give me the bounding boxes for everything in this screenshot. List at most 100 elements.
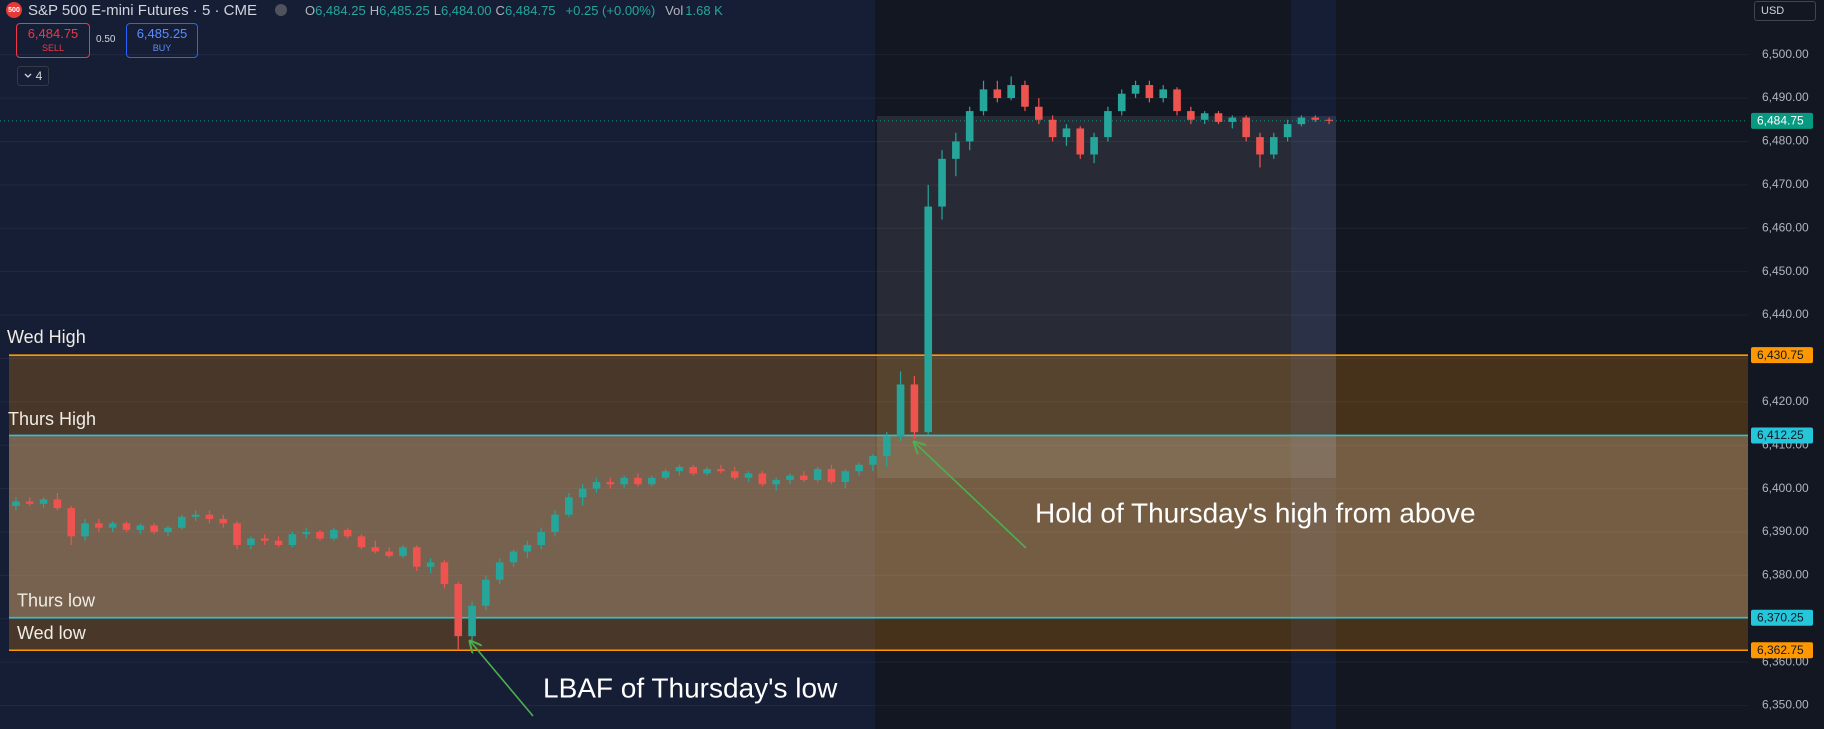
y-tick-label: 6,490.00 <box>1762 90 1809 104</box>
candle-body <box>81 523 89 537</box>
candle-body <box>647 477 656 485</box>
level-name: Wed High <box>7 327 86 347</box>
candle-body <box>1159 89 1168 99</box>
candle-body <box>122 523 131 530</box>
candle-body <box>689 466 698 474</box>
annotation: Hold of Thursday's high from above <box>1035 497 1476 528</box>
candle-body <box>592 482 601 489</box>
price-tag <box>1751 112 1813 129</box>
y-tick-label: 6,380.00 <box>1762 568 1809 582</box>
volume: 1.68 K <box>685 2 723 18</box>
candle-body <box>717 469 725 472</box>
candle-body <box>440 562 449 585</box>
candle-body <box>1090 137 1098 155</box>
candle-body <box>495 562 504 580</box>
candle-body <box>274 540 283 546</box>
candle-body <box>1187 111 1195 120</box>
y-tick-label: 6,500.00 <box>1762 47 1809 61</box>
ohlc-key: H <box>369 2 380 18</box>
candle-body <box>786 475 794 480</box>
candle-body <box>952 141 960 159</box>
candle-body <box>827 469 836 483</box>
candles <box>12 76 1333 651</box>
candle-body <box>578 488 587 498</box>
y-tick-label: 6,450.00 <box>1762 264 1809 278</box>
candle-body <box>67 508 76 537</box>
y-tick-label: 6,390.00 <box>1762 524 1809 538</box>
candle-body <box>25 501 34 504</box>
annotation-arrow <box>914 442 1027 549</box>
candle-body <box>855 464 863 472</box>
change: +0.25 (+0.00%) <box>565 2 656 18</box>
candle-body <box>219 518 228 524</box>
candle-body <box>1242 117 1250 138</box>
price-tag-label: 6,370.25 <box>1757 610 1804 624</box>
currency: USD <box>1761 5 1785 17</box>
candle-body <box>426 562 435 567</box>
candle-body <box>385 551 393 556</box>
candle-body <box>1007 85 1015 99</box>
candle-body <box>979 89 988 112</box>
sell-label: SELL <box>41 42 65 53</box>
y-tick-label: 6,460.00 <box>1762 220 1809 234</box>
candle-body <box>1200 113 1209 120</box>
buy-price: 6,485.25 <box>136 25 188 41</box>
candle-body <box>53 499 62 509</box>
price-tag <box>1751 609 1813 626</box>
range-box <box>877 116 1336 478</box>
candle-body <box>454 584 463 637</box>
candle-body <box>551 514 559 532</box>
candle-body <box>744 473 753 478</box>
buy-button[interactable]: 6,485.25 BUY <box>126 23 198 58</box>
price-tag-label: 6,362.75 <box>1757 643 1804 657</box>
price-tag-label: 6,484.75 <box>1757 114 1804 128</box>
candle-body <box>1283 124 1292 138</box>
candle-body <box>1076 128 1085 155</box>
candle-body <box>316 531 324 539</box>
level-name: Thurs low <box>17 590 96 610</box>
level-name: Wed low <box>17 623 87 643</box>
candle-body <box>910 384 919 433</box>
candle-body <box>343 529 352 537</box>
candle-body <box>108 523 117 528</box>
price-tag <box>1751 427 1813 444</box>
candle-body <box>703 469 711 474</box>
candle-body <box>661 471 670 478</box>
y-tick-label: 6,350.00 <box>1762 698 1809 712</box>
candle-body <box>1256 137 1264 155</box>
currency-select[interactable]: USD <box>1754 1 1816 21</box>
candle-body <box>191 514 200 517</box>
candle-body <box>1173 89 1181 112</box>
candle-body <box>1035 106 1043 120</box>
candle-body <box>1104 111 1112 138</box>
candle-body <box>523 545 532 552</box>
sell-button[interactable]: 6,484.75 SELL <box>16 23 90 58</box>
candle-body <box>882 436 891 457</box>
indicators-toggle[interactable]: 4 <box>17 66 49 86</box>
y-tick-label: 6,470.00 <box>1762 177 1809 191</box>
candle-body <box>260 538 269 541</box>
candle-body <box>482 579 490 606</box>
candle-body <box>1297 117 1306 125</box>
ohlc-legend: O 6,484.25 H 6,485.25 L 6,484.00 C 6,484.75 <box>305 3 560 18</box>
candle-body <box>896 384 905 437</box>
levels: Wed High Thurs High Thurs low Wed low <box>0 120 1748 652</box>
candle-body <box>730 471 739 478</box>
symbol-title[interactable]: S&P 500 E-mini Futures · 5 · CME <box>28 1 257 19</box>
candle-body <box>95 523 103 528</box>
price-tag <box>1751 642 1813 659</box>
candle-body <box>205 514 214 519</box>
candle-body <box>509 551 518 563</box>
candle-body <box>606 482 615 485</box>
candle-body <box>924 206 933 433</box>
session-background <box>0 0 875 729</box>
candle-body <box>634 477 642 485</box>
candle-body <box>1214 113 1223 122</box>
candle-body <box>565 497 573 515</box>
candle-body <box>288 534 297 546</box>
y-tick-label: 6,400.00 <box>1762 481 1809 495</box>
candle-body <box>537 531 545 546</box>
candle-body <box>399 547 407 556</box>
annotation: LBAF of Thursday's low <box>543 672 838 703</box>
